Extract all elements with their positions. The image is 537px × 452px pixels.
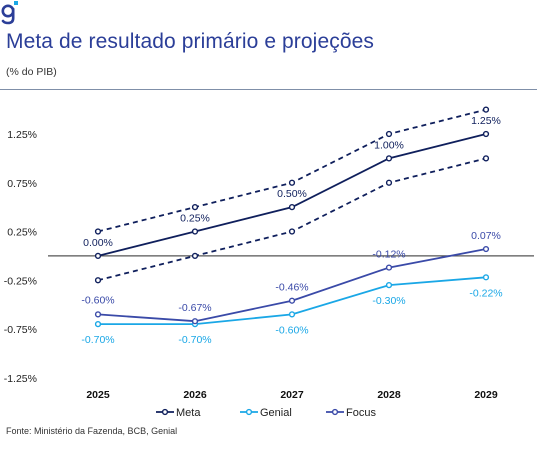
data-label-meta: 1.00%	[374, 139, 404, 151]
x-tick-label: 2025	[86, 389, 110, 401]
band-upper-point	[385, 130, 393, 138]
data-point-meta	[191, 228, 199, 235]
title-divider	[0, 89, 537, 90]
x-tick-label: 2026	[183, 389, 207, 401]
legend-label-meta: Meta	[176, 407, 201, 419]
data-label-meta: 0.00%	[83, 237, 113, 249]
legend-label-focus: Focus	[346, 407, 376, 419]
data-label-focus: -0.60%	[81, 294, 114, 306]
band-upper-line	[97, 108, 487, 233]
data-point-genial	[94, 321, 102, 328]
data-label-meta: 0.25%	[180, 213, 210, 225]
band-upper-point	[288, 179, 296, 186]
chart-unit-label: (% do PIB)	[6, 66, 57, 78]
data-label-genial: -0.30%	[372, 295, 405, 307]
y-tick-label: -0.75%	[4, 324, 37, 336]
data-label-focus: -0.46%	[275, 282, 308, 294]
band-lower-point	[482, 155, 490, 162]
genial-logo-icon	[1, 1, 18, 25]
data-point-focus	[385, 264, 393, 271]
legend-marker-meta	[161, 408, 169, 416]
band-lower-point	[191, 252, 199, 259]
source-note: Fonte: Ministério da Fazenda, BCB, Genia…	[6, 426, 178, 436]
data-label-genial: -0.70%	[81, 334, 114, 346]
data-label-meta: 1.25%	[471, 115, 501, 127]
legend-marker-focus	[331, 408, 339, 416]
x-tick-label: 2027	[280, 389, 304, 401]
y-tick-label: 1.25%	[7, 129, 37, 141]
data-point-genial	[482, 274, 490, 281]
page-title: Meta de resultado primário e projeções	[6, 30, 374, 53]
data-point-genial	[288, 311, 296, 318]
band-upper-point	[94, 228, 102, 235]
band-lower-point	[288, 228, 296, 235]
data-point-genial	[385, 282, 393, 289]
y-tick-label: 0.25%	[7, 227, 37, 239]
data-point-meta	[385, 155, 393, 162]
band-lower-point	[385, 179, 393, 186]
data-label-focus: -0.67%	[178, 302, 211, 314]
data-point-meta	[482, 130, 490, 138]
data-label-focus: 0.07%	[471, 230, 501, 242]
x-tick-label: 2029	[474, 389, 498, 401]
band-upper-point	[482, 106, 490, 113]
band-upper-point	[191, 204, 199, 211]
x-tick-label: 2028	[377, 389, 401, 401]
band-lower-line	[97, 157, 487, 282]
data-point-focus	[288, 297, 296, 304]
legend-marker-genial	[245, 408, 253, 416]
y-tick-label: -1.25%	[4, 373, 37, 385]
data-label-genial: -0.60%	[275, 324, 308, 336]
data-label-genial: -0.22%	[469, 287, 502, 299]
data-label-genial: -0.70%	[178, 334, 211, 346]
data-label-focus: -0.12%	[372, 249, 405, 261]
data-point-focus	[482, 245, 490, 253]
data-point-focus	[94, 311, 102, 318]
band-lower-point	[94, 277, 102, 284]
y-tick-label: -0.25%	[4, 275, 37, 287]
data-point-meta	[94, 252, 102, 259]
data-point-meta	[288, 204, 296, 211]
y-tick-label: 0.75%	[7, 178, 37, 190]
data-label-meta: 0.50%	[277, 188, 307, 200]
data-point-focus	[191, 318, 199, 325]
legend-label-genial: Genial	[260, 407, 292, 419]
